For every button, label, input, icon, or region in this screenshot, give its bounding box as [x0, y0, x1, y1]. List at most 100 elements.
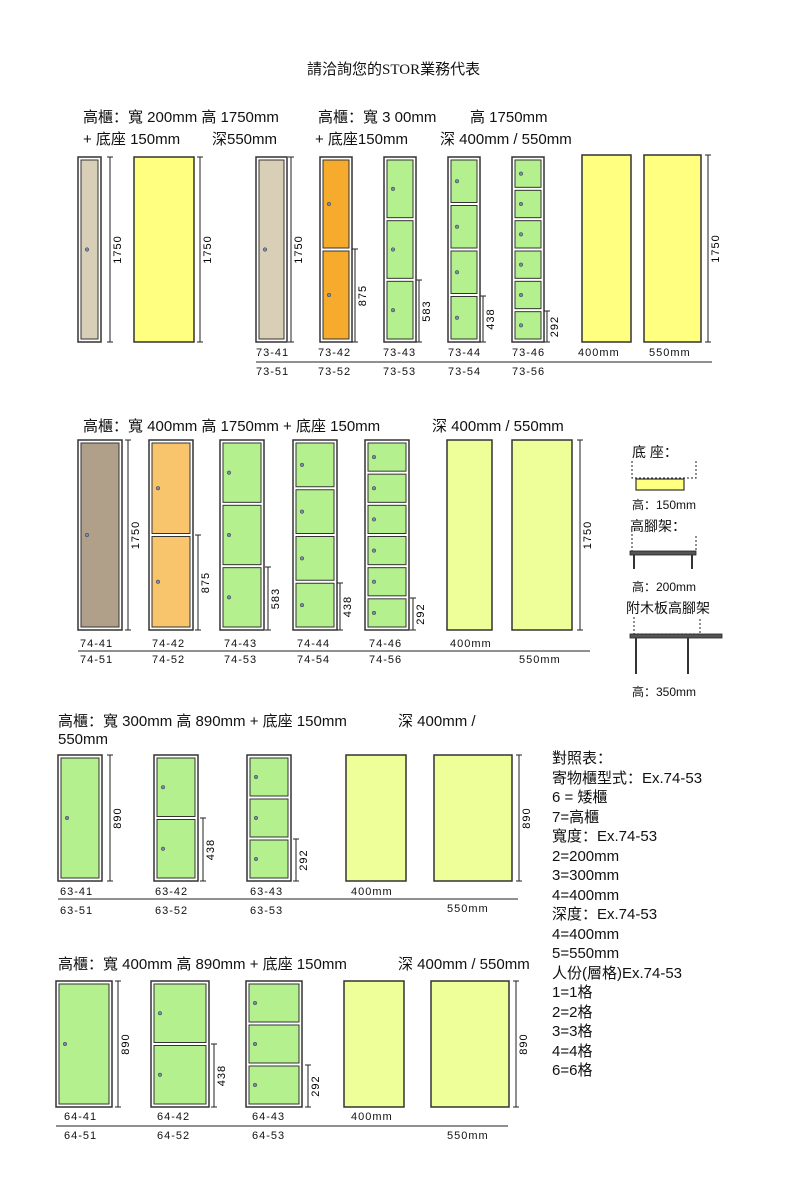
legs-label: 高腳架： — [630, 518, 686, 534]
keyhole-icon — [253, 815, 259, 821]
side-panel — [511, 439, 573, 631]
locker-door — [514, 159, 542, 188]
keyhole-icon — [371, 610, 377, 615]
locker-door — [153, 1045, 207, 1105]
dimension-labels: 1750 1750 1750 875 583 438 292 1750 1750 875 583 43… — [112, 234, 722, 1096]
keyhole-icon — [518, 292, 524, 298]
dimension-label: 890 — [120, 1033, 132, 1054]
base-icon — [635, 478, 685, 491]
keyhole-icon — [253, 774, 259, 780]
dimension-label: 292 — [310, 1075, 322, 1096]
keyhole-icon — [84, 247, 90, 252]
wood-legs-label: 附木板高腳架 — [626, 600, 710, 616]
keyhole-icon — [518, 171, 524, 176]
keyhole-icon — [226, 595, 232, 600]
dimension-label: 583 — [421, 300, 433, 321]
section1-header-left-2: + 底座 150mm — [83, 131, 181, 148]
section1-header-right-2: 高 1750mm — [470, 109, 548, 126]
depth-label: 550mm — [519, 654, 561, 666]
model-code: 74-51 — [80, 654, 114, 666]
keyhole-icon — [326, 201, 332, 207]
dimension-label: 1750 — [130, 521, 142, 549]
side-panel — [345, 754, 407, 882]
depth-label: 400mm — [578, 347, 620, 359]
dimension-label: 1750 — [202, 235, 214, 263]
keyhole-icon — [252, 1082, 258, 1088]
legend-line: 4=4格 — [552, 1042, 593, 1060]
keyhole-icon — [226, 532, 232, 538]
model-code: 74-53 — [224, 654, 258, 666]
side-panel — [343, 980, 405, 1108]
model-code: 74-42 — [152, 638, 186, 650]
section4-header-2: 深 400mm / 550mm — [398, 956, 530, 973]
keyhole-icon — [160, 846, 166, 851]
dimension-label: 1750 — [293, 235, 305, 263]
side-panel — [433, 754, 513, 882]
legend-panel: 對照表： 寄物櫃型式：Ex.74-53 6 = 矮櫃 7=高櫃 寬度：Ex.74… — [552, 749, 702, 1081]
locker-door — [514, 250, 542, 279]
keyhole-icon — [262, 247, 268, 252]
dimension-label: 1750 — [710, 234, 722, 262]
dimension-label: 438 — [205, 839, 217, 860]
section1-header-right-1: 高櫃：寬 3 00mm — [318, 109, 437, 126]
model-code: 63-52 — [155, 905, 189, 917]
dimension-label: 890 — [521, 807, 533, 828]
locker-door — [386, 159, 414, 219]
model-code: 73-43 — [383, 347, 417, 359]
dimension-label: 875 — [357, 285, 369, 306]
dimension-label: 292 — [298, 849, 310, 870]
depth-label: 400mm — [351, 1111, 393, 1123]
dimension-label: 438 — [485, 308, 497, 329]
side-panel — [581, 154, 632, 343]
keyhole-icon — [326, 292, 332, 298]
legend-line: 3=3格 — [552, 1023, 593, 1040]
legs-top-icon — [629, 550, 697, 556]
depth-label: 550mm — [447, 903, 489, 915]
model-code: 73-42 — [318, 347, 352, 359]
model-code: 74-44 — [297, 638, 331, 650]
dimension-label: 875 — [200, 572, 212, 593]
keyhole-icon — [390, 247, 396, 252]
keyhole-icon — [299, 509, 305, 514]
section2-header-1: 高櫃：寬 400mm 高 1750mm + 底座 150mm — [83, 418, 381, 435]
locker-door — [450, 250, 478, 294]
locker-door — [514, 189, 542, 219]
model-code: 73-44 — [448, 347, 482, 359]
model-code: 73-56 — [512, 366, 546, 378]
model-code: 64-53 — [252, 1130, 286, 1142]
keyhole-icon — [299, 462, 305, 467]
keyhole-icon — [454, 224, 460, 229]
keyhole-icon — [390, 308, 396, 313]
locker-door — [450, 296, 478, 340]
section1-header-right-3: + 底座150mm — [315, 131, 408, 148]
model-code: 73-51 — [256, 366, 290, 378]
model-code: 73-41 — [256, 347, 290, 359]
locker-door — [450, 205, 478, 249]
keyhole-icon — [371, 579, 377, 584]
locker-door — [386, 280, 414, 340]
keyhole-icon — [518, 232, 524, 237]
locker-door — [248, 1065, 300, 1105]
model-code: 74-41 — [80, 638, 114, 650]
keyhole-icon — [252, 1000, 258, 1006]
legend-line: 6 = 矮櫃 — [552, 789, 608, 806]
legend-line: 6=6格 — [552, 1062, 593, 1079]
keyhole-icon — [157, 1011, 163, 1016]
keyhole-icon — [371, 455, 377, 460]
keyhole-icon — [155, 579, 161, 584]
locker-door — [450, 159, 478, 203]
dimension-label: 1750 — [112, 235, 124, 263]
keyhole-icon — [84, 532, 90, 538]
locker-door — [248, 1024, 300, 1064]
model-code: 73-46 — [512, 347, 546, 359]
page-title: 請洽詢您的STOR業務代表 — [307, 62, 481, 78]
dimension-label: 292 — [415, 603, 427, 624]
wood-board-icon — [629, 633, 723, 639]
locker-door — [322, 250, 350, 340]
section1-header-left-1: 高櫃：寬 200mm 高 1750mm — [83, 109, 279, 126]
section4-header-1: 高櫃：寬 400mm 高 890mm + 底座 150mm — [58, 956, 347, 973]
locker-door — [258, 159, 285, 340]
model-code: 74-54 — [297, 654, 331, 666]
depth-label: 400mm — [450, 638, 492, 650]
section1-header-left-3: 深550mm — [212, 131, 278, 148]
